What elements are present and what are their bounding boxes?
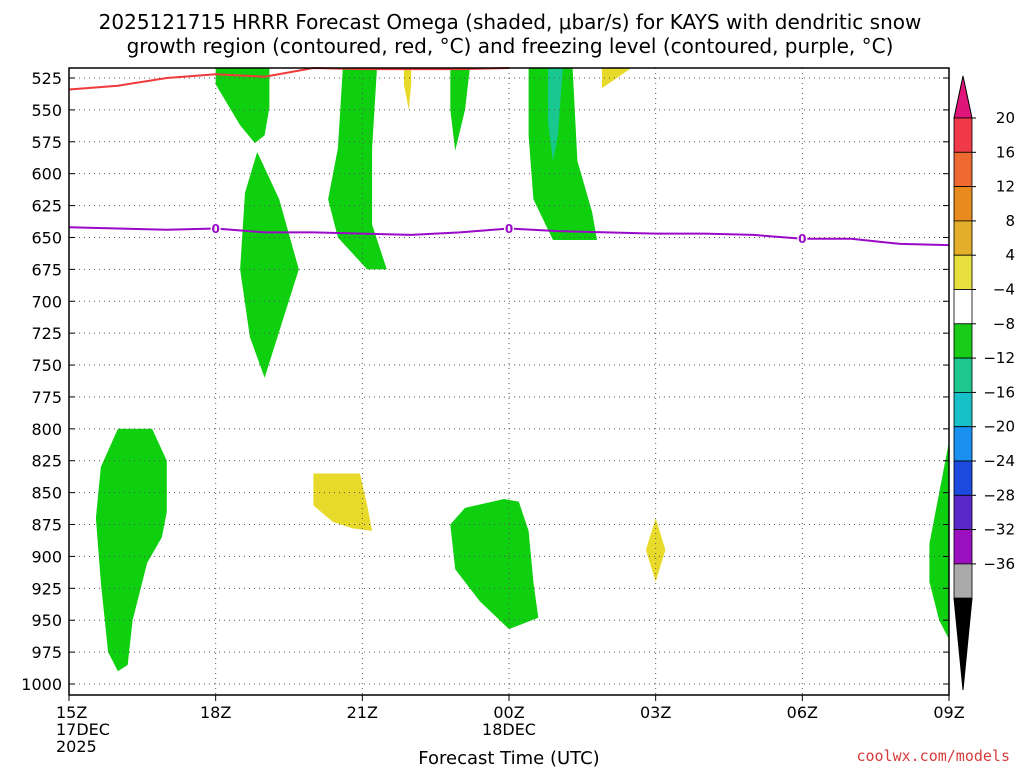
colorbar-segment <box>953 289 973 325</box>
omega-region-green-g <box>450 499 539 630</box>
y-tick-label: 650 <box>31 228 62 247</box>
omega-region-yellow-top-a <box>403 68 412 110</box>
freezing-level-label: 0 <box>798 232 806 246</box>
y-tick-label: 525 <box>31 69 62 88</box>
colorbar-segment <box>953 186 973 222</box>
colorbar-segment <box>953 529 973 565</box>
omega-region-teal-e <box>548 68 563 161</box>
y-tick-label: 750 <box>31 356 62 375</box>
omega-region-green-c <box>328 68 387 270</box>
colorbar-label: −28 <box>983 486 1015 504</box>
colorbar-bottom-arrow <box>953 597 973 691</box>
omega-region-green-f <box>95 428 167 672</box>
y-tick-label: 625 <box>31 197 62 216</box>
colorbar-segment <box>953 494 973 530</box>
y-tick-label: 925 <box>31 579 62 598</box>
colorbar-segment <box>953 391 973 428</box>
freezing-label-bg <box>210 221 221 235</box>
freezing-level-label: 0 <box>211 222 219 236</box>
omega-region-green-d <box>450 68 470 151</box>
x-tick-label: 21Z <box>347 703 378 722</box>
grid <box>69 68 949 695</box>
colorbar-top-arrow <box>953 75 973 119</box>
y-tick-label: 725 <box>31 324 62 343</box>
x-tick-label: 03Z <box>640 703 671 722</box>
x-tick-label: 18DEC <box>482 720 536 739</box>
y-tick-label: 550 <box>31 101 62 120</box>
colorbar-label: 12 <box>996 178 1015 196</box>
y-tick-label: 675 <box>31 260 62 279</box>
freezing-label-bg <box>504 221 514 235</box>
colorbar-label: −12 <box>983 349 1015 367</box>
colorbar-label: −32 <box>983 521 1015 539</box>
x-tick-label: 09Z <box>933 703 964 722</box>
colorbar-segment <box>953 254 973 290</box>
x-tick-label: 06Z <box>787 703 818 722</box>
colorbar-label: 16 <box>996 143 1015 161</box>
x-tick-label: 2025 <box>56 737 97 756</box>
colorbar-segment <box>953 563 973 599</box>
y-tick-label: 900 <box>31 547 62 566</box>
y-tick-label: 850 <box>31 484 62 503</box>
x-axis-label: Forecast Time (UTC) <box>418 748 599 768</box>
omega-region-green-e <box>528 68 597 240</box>
colorbar-label: −8 <box>993 315 1015 333</box>
y-tick-label: 825 <box>31 452 62 471</box>
x-tick-label: 00Z <box>493 703 524 722</box>
colorbar-label: −20 <box>983 418 1015 436</box>
y-tick-label: 1000 <box>21 675 62 694</box>
dgz-contour-line <box>68 66 510 91</box>
omega-shaded-regions <box>95 68 949 672</box>
colorbar-label: 8 <box>1005 212 1015 230</box>
chart-title-line-2: growth region (contoured, red, °C) and f… <box>127 34 894 58</box>
omega-region-green-a <box>215 68 270 144</box>
colorbar-label: −16 <box>983 383 1015 401</box>
colorbar-segment <box>953 426 973 462</box>
x-tick-label: 17DEC <box>56 720 110 739</box>
freezing-level-label: 0 <box>505 222 513 236</box>
credit-text: coolwx.com/models <box>856 747 1010 765</box>
y-tick-label: 575 <box>31 133 62 152</box>
omega-region-yellow-top-b <box>601 68 632 89</box>
y-tick-label: 875 <box>31 516 62 535</box>
colorbar-segment <box>953 220 973 256</box>
colorbar-segment <box>953 357 973 393</box>
omega-region-green-b <box>240 152 299 378</box>
colorbar-segment <box>953 117 973 153</box>
colorbar-label: 20 <box>996 109 1015 127</box>
y-tick-label: 600 <box>31 165 62 184</box>
y-tick-label: 775 <box>31 388 62 407</box>
omega-region-yellow-g <box>645 518 666 582</box>
y-tick-label: 975 <box>31 643 62 662</box>
colorbar-label: −4 <box>993 281 1015 299</box>
y-axis: 525 550 575 600 625 650 675 700 725 750 775 800 825 8… <box>21 69 949 694</box>
contour-lines: 0 0 0 <box>68 66 950 246</box>
x-tick-label: 15Z <box>56 703 87 722</box>
colorbar-label: −24 <box>983 452 1015 470</box>
colorbar: 20 16 12 8 4 −4 −8 −12 −16 −20 −24 −28 −32 −36 <box>953 75 1015 691</box>
colorbar-segment <box>953 323 973 359</box>
chart-title-line-1: 2025121715 HRRR Forecast Omega (shaded, … <box>99 10 922 34</box>
omega-region-yellow-f <box>313 473 373 531</box>
colorbar-label: −36 <box>983 555 1015 573</box>
freezing-label-bg <box>797 231 808 245</box>
colorbar-segment <box>953 460 973 496</box>
omega-region-green-h <box>929 441 949 640</box>
x-tick-label: 18Z <box>200 703 231 722</box>
y-tick-label: 700 <box>31 292 62 311</box>
y-tick-label: 950 <box>31 611 62 630</box>
colorbar-label: 4 <box>1005 246 1015 264</box>
y-tick-label: 800 <box>31 420 62 439</box>
colorbar-segment <box>953 151 973 188</box>
